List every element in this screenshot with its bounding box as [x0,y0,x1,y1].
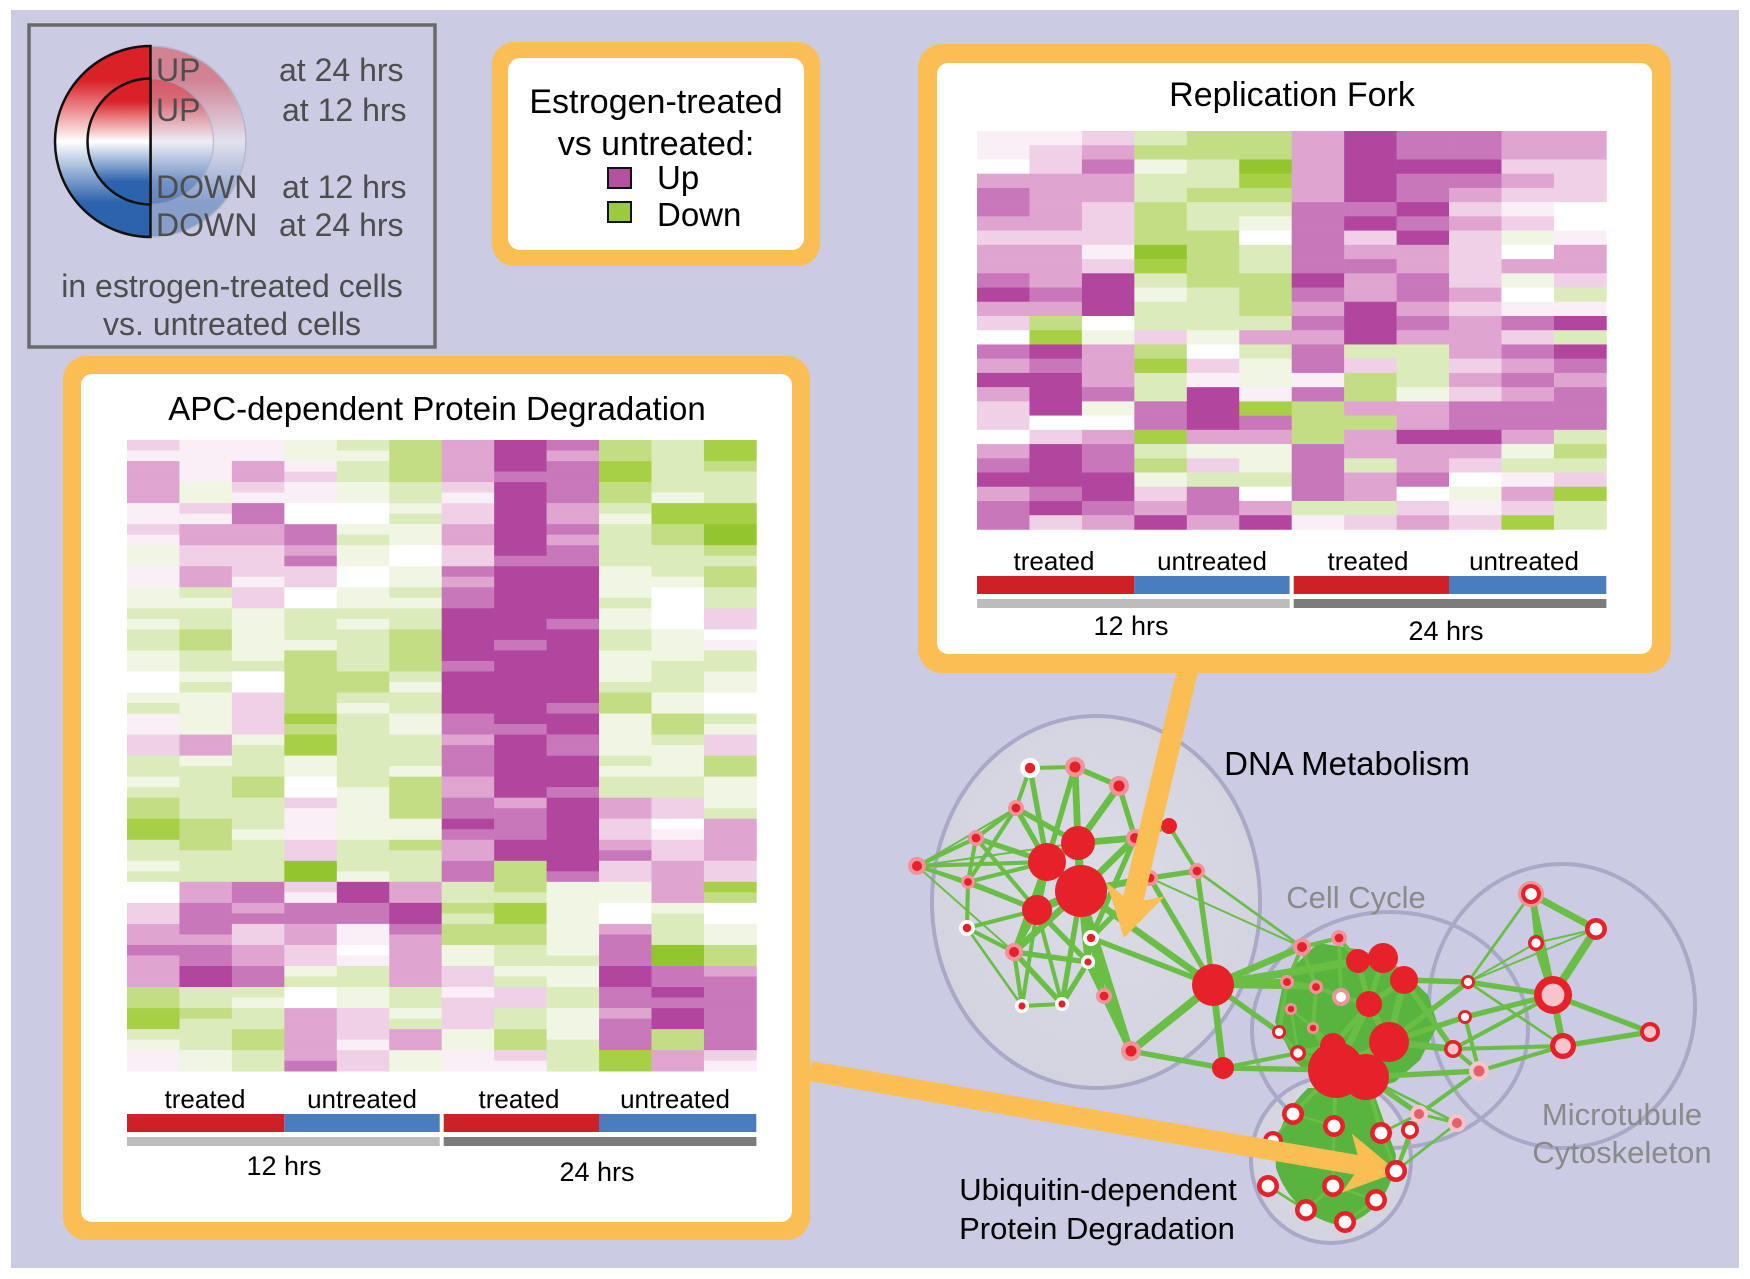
svg-text:untreated: untreated [620,1084,730,1114]
svg-text:Replication Fork: Replication Fork [1169,76,1416,114]
svg-text:vs. untreated cells: vs. untreated cells [103,306,361,342]
svg-text:24 hrs: 24 hrs [559,1157,634,1187]
svg-text:at 24 hrs: at 24 hrs [279,52,404,88]
svg-text:Down: Down [657,196,741,233]
svg-text:treated: treated [479,1084,560,1114]
svg-text:24 hrs: 24 hrs [1408,616,1483,646]
svg-text:12 hrs: 12 hrs [246,1151,321,1181]
svg-text:at 12 hrs: at 12 hrs [282,92,407,128]
svg-text:untreated: untreated [1157,546,1267,576]
svg-text:in estrogen-treated cells: in estrogen-treated cells [61,268,403,304]
svg-text:Estrogen-treated: Estrogen-treated [529,83,782,121]
svg-text:at 12 hrs: at 12 hrs [282,169,407,205]
svg-text:Protein Degradation: Protein Degradation [959,1211,1235,1246]
svg-text:Microtubule: Microtubule [1542,1097,1702,1132]
svg-text:Up: Up [657,159,699,196]
svg-text:vs untreated:: vs untreated: [558,125,755,163]
svg-text:DNA Metabolism: DNA Metabolism [1224,745,1470,782]
svg-text:UP: UP [156,92,200,128]
svg-text:treated: treated [165,1084,246,1114]
svg-text:treated: treated [1014,546,1095,576]
svg-text:APC-dependent Protein Degradat: APC-dependent Protein Degradation [168,390,706,427]
svg-text:untreated: untreated [307,1084,417,1114]
svg-text:12 hrs: 12 hrs [1093,611,1168,641]
svg-text:treated: treated [1328,546,1409,576]
svg-text:Cell Cycle: Cell Cycle [1286,880,1426,915]
svg-text:DOWN: DOWN [156,207,257,243]
svg-text:UP: UP [156,52,200,88]
svg-text:Ubiquitin-dependent: Ubiquitin-dependent [959,1172,1237,1207]
svg-text:Cytoskeleton: Cytoskeleton [1532,1135,1711,1170]
svg-text:untreated: untreated [1469,546,1579,576]
svg-text:at 24 hrs: at 24 hrs [279,207,404,243]
svg-text:DOWN: DOWN [156,169,257,205]
